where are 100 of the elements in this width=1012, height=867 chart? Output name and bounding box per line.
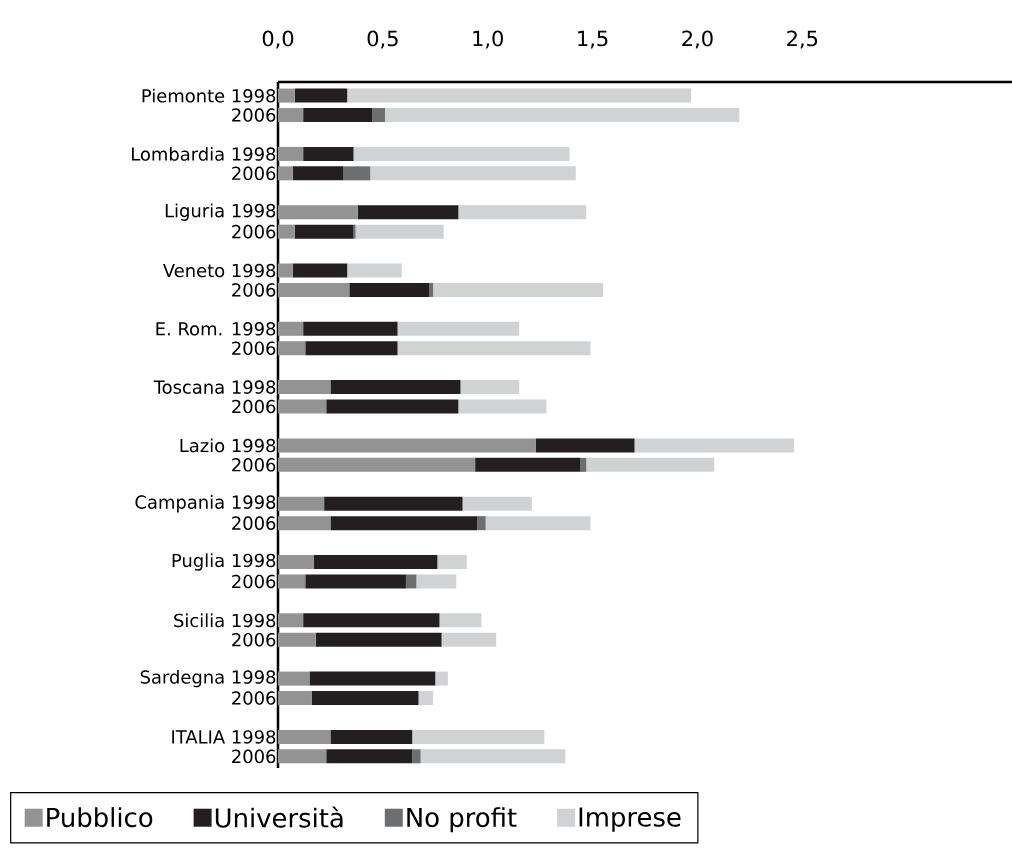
y-tick-label: 2006 xyxy=(232,283,276,297)
bar xyxy=(397,321,520,336)
bar xyxy=(278,729,331,744)
y-tick-label: Sicilia 1998 xyxy=(174,613,276,628)
bar xyxy=(462,496,532,511)
bar xyxy=(309,671,436,686)
y-tick-label: Lazio 1998 xyxy=(180,438,276,453)
legend-label: Pubblico xyxy=(47,807,153,828)
y-tick-label: E. Rom. 1998 xyxy=(156,322,276,336)
bar xyxy=(416,574,457,589)
bar xyxy=(278,146,304,161)
bar xyxy=(586,457,715,472)
bar xyxy=(349,282,429,297)
x-tick-label: 1,0 xyxy=(473,30,503,49)
legend-label: Imprese xyxy=(579,807,681,832)
bar xyxy=(429,282,434,297)
bar xyxy=(412,749,421,764)
bar xyxy=(311,691,419,706)
bar xyxy=(278,263,293,278)
bar xyxy=(353,224,356,239)
x-tick-label: 2,5 xyxy=(787,30,818,49)
bar xyxy=(535,438,635,453)
bar xyxy=(278,691,312,706)
bar xyxy=(294,88,348,103)
y-tick-label: 2006 xyxy=(232,166,276,181)
bar xyxy=(324,496,463,511)
y-tick-label: 2006 xyxy=(232,516,276,530)
bar xyxy=(278,399,327,414)
bar xyxy=(326,399,459,414)
y-tick-label: 2006 xyxy=(232,458,276,472)
bar xyxy=(460,380,520,395)
bar xyxy=(315,632,442,647)
bar xyxy=(278,321,304,336)
bar xyxy=(384,108,740,123)
bar xyxy=(458,399,547,414)
bar xyxy=(278,282,350,297)
bar xyxy=(370,166,576,181)
bar xyxy=(294,224,354,239)
bar xyxy=(278,749,327,764)
bar xyxy=(412,729,545,744)
bar xyxy=(330,380,461,395)
bar xyxy=(278,574,306,589)
bar xyxy=(278,88,295,103)
bar xyxy=(278,205,358,220)
bar xyxy=(634,438,794,453)
bar xyxy=(353,146,570,161)
y-tick-label: 2006 xyxy=(232,224,276,239)
bar xyxy=(437,555,467,570)
bar xyxy=(278,457,476,472)
y-tick-label: Piemonte 1998 xyxy=(142,88,276,103)
bar xyxy=(357,205,459,220)
bar xyxy=(303,321,398,336)
bar xyxy=(278,380,331,395)
bar xyxy=(278,496,325,511)
y-tick-label: Toscana 1998 xyxy=(153,380,276,394)
bar xyxy=(292,263,348,278)
bar xyxy=(343,166,371,181)
bar xyxy=(278,613,304,628)
bar xyxy=(326,749,413,764)
bar xyxy=(439,613,482,628)
bar xyxy=(303,146,354,161)
y-tick-label: ITALIA 1998 xyxy=(172,730,276,744)
bar xyxy=(435,671,448,686)
legend-label: No profit xyxy=(407,807,517,833)
y-tick-label: 2006 xyxy=(232,632,276,647)
bar xyxy=(305,574,406,589)
bar xyxy=(278,516,331,531)
bar xyxy=(355,224,444,239)
bar xyxy=(372,108,385,123)
bar xyxy=(278,341,306,356)
y-tick-label: Veneto 1998 xyxy=(162,263,276,278)
bar xyxy=(278,555,314,570)
bar xyxy=(433,282,604,297)
y-tick-label: Sardegna 1998 xyxy=(140,669,276,688)
y-tick-label: 2006 xyxy=(232,341,276,356)
bar xyxy=(347,263,402,278)
bar xyxy=(278,108,304,123)
x-tick-label: 0,5 xyxy=(367,30,398,49)
bar xyxy=(278,224,295,239)
bar xyxy=(303,613,440,628)
bar xyxy=(278,632,316,647)
y-tick-label: 2006 xyxy=(232,749,276,764)
bar xyxy=(441,632,497,647)
bar xyxy=(278,671,310,686)
x-tick-label: 2,0 xyxy=(682,30,713,49)
bar xyxy=(278,166,293,181)
y-tick-label: 2006 xyxy=(232,574,276,589)
y-tick-label: Campania 1998 xyxy=(135,495,276,513)
bar xyxy=(347,88,692,103)
bar xyxy=(305,341,398,356)
bar xyxy=(330,516,478,531)
bar xyxy=(418,691,434,706)
bar xyxy=(477,516,486,531)
y-tick-label: 2006 xyxy=(232,691,276,705)
bar xyxy=(579,457,587,472)
bar xyxy=(292,166,344,181)
bar xyxy=(405,574,417,589)
bar xyxy=(485,516,591,531)
bar xyxy=(303,108,373,123)
x-tick-label: 0,0 xyxy=(262,30,294,49)
